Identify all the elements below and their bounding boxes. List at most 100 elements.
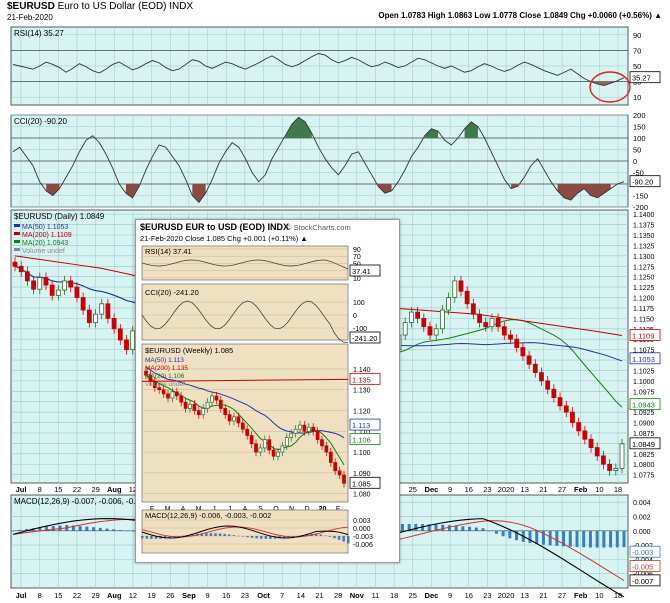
macd-histogram-bar xyxy=(488,530,492,532)
inset-macd-bar xyxy=(214,533,217,536)
candle-body xyxy=(55,289,61,296)
macd-last-label: -0.003 xyxy=(632,548,653,557)
macd-histogram-bar xyxy=(515,530,519,541)
price-tick-label: 1.1200 xyxy=(633,296,655,303)
x-axis-label-bottom: 19 xyxy=(147,591,155,600)
rsi-oversold-fill xyxy=(590,81,618,86)
x-axis-label-bottom: 26 xyxy=(166,591,174,600)
inset-candle-body xyxy=(196,410,201,416)
candle-body xyxy=(117,328,123,341)
candle-body xyxy=(501,326,507,336)
inset-candle-body xyxy=(232,416,236,422)
macd-histogram-bar xyxy=(38,527,42,531)
inset-candle-body xyxy=(188,403,192,409)
inset-macd-bar xyxy=(319,534,323,536)
legend-swatch xyxy=(14,232,20,235)
price-tick-label: 1.1325 xyxy=(633,243,655,250)
inset-candle-body xyxy=(192,403,197,411)
inset-candle-body xyxy=(170,391,175,399)
macd-histogram-bar xyxy=(541,530,545,545)
inset-legend-entry: Volume undef xyxy=(145,381,185,388)
x-axis-label: 12 xyxy=(129,485,137,494)
candle-body xyxy=(532,363,538,373)
x-axis-label-bottom: 29 xyxy=(91,591,99,600)
price-last-label-box xyxy=(629,398,661,411)
inset-price-title: $EURUSD (Weekly) 1.085 xyxy=(145,346,233,355)
candle-body xyxy=(105,303,111,319)
rsi-tick-label: 10 xyxy=(633,93,641,102)
inset-macd-bar xyxy=(347,536,350,544)
inset-candle-body xyxy=(280,445,285,453)
inset-candle-body xyxy=(328,451,333,463)
candle-body xyxy=(427,326,433,336)
macd-histogram-bar xyxy=(588,530,592,548)
x-axis-label-bottom: 25 xyxy=(409,591,417,600)
inset-title: $EURUSD EUR to USD (EOD) INDX xyxy=(140,222,289,232)
x-axis-label-bottom: Sep xyxy=(182,591,196,600)
price-tick-label: 1.1225 xyxy=(633,285,655,292)
inset-macd-bar xyxy=(205,533,208,536)
inset-candle-body xyxy=(174,391,179,397)
candle-body xyxy=(111,317,117,330)
x-axis-label-bottom: 18 xyxy=(390,591,398,600)
x-axis-label-bottom: 23 xyxy=(483,591,491,600)
inset-rsi-tick: 90 xyxy=(353,247,361,254)
cci-oversold-fill xyxy=(557,184,611,201)
x-axis-label: 25 xyxy=(409,485,417,494)
inset-candle-body xyxy=(201,408,206,416)
inset-ma20-line xyxy=(145,374,345,466)
inset-x-label: S xyxy=(258,506,263,513)
inset-price-panel xyxy=(141,343,349,503)
x-axis-label: 27 xyxy=(558,485,566,494)
price-tick-label: 1.0900 xyxy=(633,421,655,428)
inset-ma50-line xyxy=(145,366,345,439)
inset-rsi-last-box xyxy=(349,264,381,277)
inset-cci-panel xyxy=(141,283,349,341)
candle-body xyxy=(68,280,74,288)
legend-swatch xyxy=(14,248,20,251)
price-tick-label: 1.1350 xyxy=(633,233,655,240)
macd-histogram-bar xyxy=(501,530,505,537)
candle-body xyxy=(409,311,414,323)
cci-tick-label: 100 xyxy=(633,134,646,143)
candle-body xyxy=(433,328,439,336)
macd-histogram-bar xyxy=(132,530,136,532)
macd-histogram-bar xyxy=(118,530,122,531)
inset-x-label: D xyxy=(304,506,309,513)
cci-oversold-fill xyxy=(46,184,60,196)
x-axis-label: 21 xyxy=(539,485,547,494)
x-axis-label: 29 xyxy=(91,485,99,494)
candle-body xyxy=(402,322,408,336)
cci-oversold-fill xyxy=(511,184,518,189)
inset-macd-tick: -0.006 xyxy=(353,542,373,549)
inset-x-label: J xyxy=(212,506,216,513)
x-axis-label-bottom: 21 xyxy=(315,591,323,600)
inset-macd-panel xyxy=(141,509,349,554)
inset-candle-body xyxy=(249,435,254,445)
rsi-tick-label: 90 xyxy=(633,31,641,40)
legend-swatch xyxy=(14,224,20,227)
inset-candle-body xyxy=(205,401,210,409)
price-last-label: 1.0943 xyxy=(632,401,655,410)
macd-histogram-bar xyxy=(508,530,512,539)
candle-body xyxy=(86,309,92,323)
candle-body xyxy=(31,280,36,290)
price-legend-entry: Volume undef xyxy=(22,248,65,255)
macd-last-label-box xyxy=(629,560,661,572)
macd-histogram-bar xyxy=(45,526,49,531)
x-axis-label-bottom: 13 xyxy=(521,591,529,600)
x-axis-label-bottom: 16 xyxy=(465,591,473,600)
inset-candle-body xyxy=(157,387,162,391)
inset-candle-body xyxy=(227,414,232,422)
inset-macd-bar xyxy=(296,535,300,537)
inset-candle-body xyxy=(183,401,188,409)
inset-price-last-box xyxy=(349,372,381,385)
x-axis-label-bottom: 10 xyxy=(595,591,603,600)
price-tick-label: 1.1075 xyxy=(633,348,655,355)
price-tick-label: 1.0825 xyxy=(633,452,655,459)
inset-macd-bar xyxy=(223,533,226,536)
price-tick-label: 1.1150 xyxy=(633,316,654,323)
inset-macd-bar xyxy=(282,536,286,538)
x-axis-label-bottom: 8 xyxy=(38,591,42,600)
cci-title: CCI(20) -90.20 xyxy=(14,117,67,126)
